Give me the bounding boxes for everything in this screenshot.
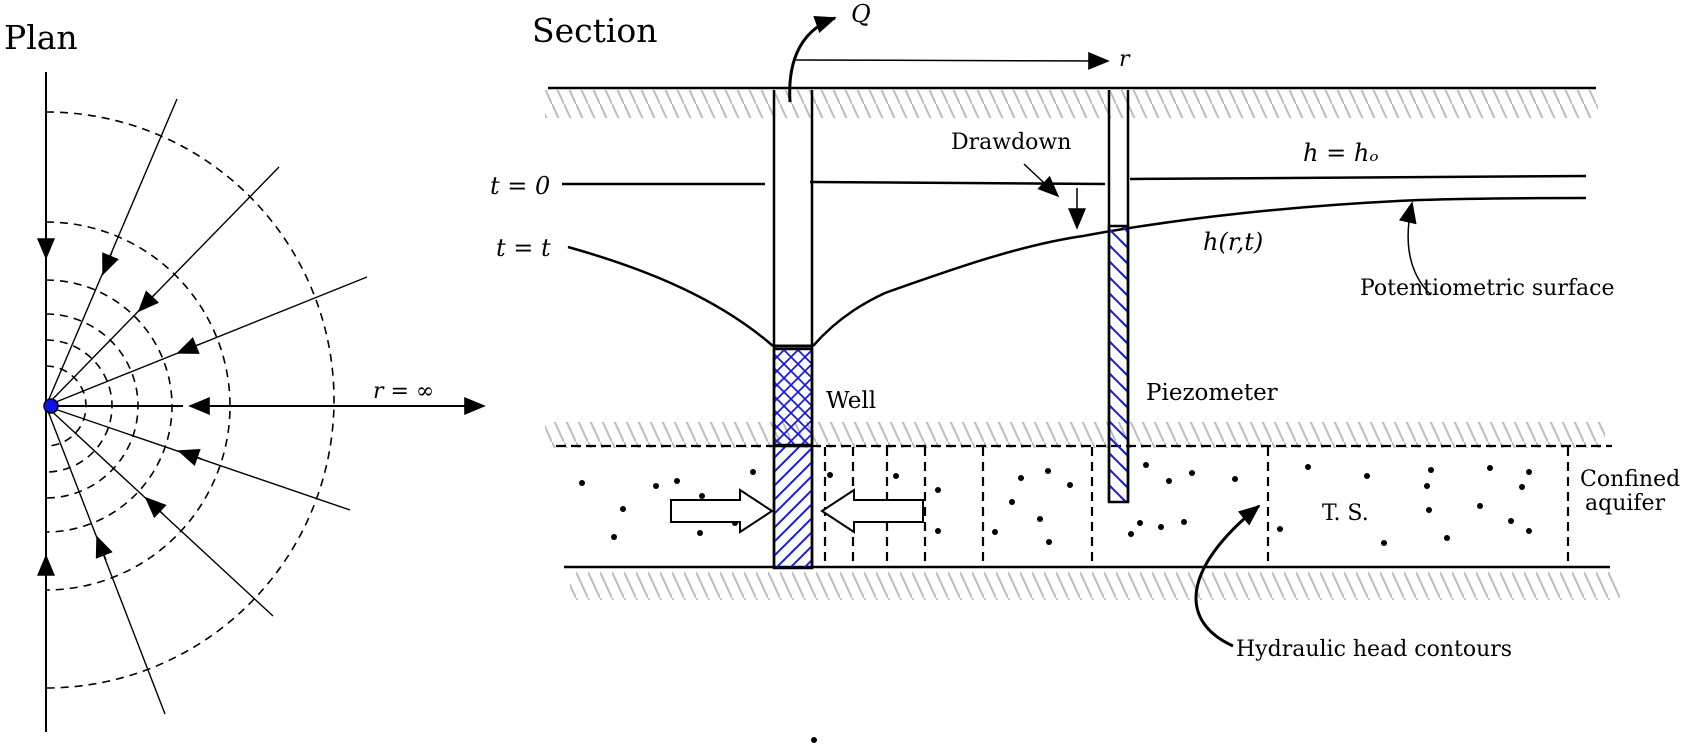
well [772, 90, 814, 570]
equipotential-circles [45, 111, 335, 689]
t0-label: t = 0 [490, 172, 550, 200]
flow-line [45, 276, 368, 407]
flow-arrow [144, 496, 167, 519]
flow-line [45, 166, 280, 407]
static-level-line [1129, 174, 1587, 181]
contours-label: Hydraulic head contours [1236, 637, 1512, 662]
piezometer-water-column [1107, 224, 1130, 504]
pumping-arrow [788, 16, 837, 103]
head-contours [823, 447, 1570, 566]
flow-arrow [95, 535, 113, 561]
flow-block-arrow-right [670, 488, 774, 534]
r-infinity-label: r = ∞ [373, 379, 434, 404]
flow-arrow [177, 449, 203, 467]
q-label: Q [851, 0, 871, 28]
well-screen-lower [772, 444, 814, 570]
r-axis-arrow [795, 51, 1110, 70]
potentiometric-surface-label: Potentiometric surface [1360, 276, 1614, 301]
stray-dot [811, 737, 817, 743]
aquifer-label-line2: aquifer [1585, 491, 1666, 516]
section-title: Section [532, 11, 658, 50]
well-label: Well [826, 388, 876, 414]
drawdown-curve [812, 196, 1587, 347]
hrt-label: h(r,t) [1203, 228, 1263, 256]
well-point-icon [43, 398, 59, 414]
contours-pointer [1194, 504, 1261, 648]
flow-arrow [137, 290, 160, 313]
section-view: Section [490, 0, 1680, 743]
flow-arrow [176, 337, 201, 354]
bedrock-hatch [570, 572, 1620, 600]
flow-arrow [102, 251, 119, 276]
surface-pointer [1398, 201, 1432, 296]
flow-block-arrow-left [820, 488, 924, 534]
drawdown-label: Drawdown [951, 130, 1071, 155]
aquifer-label-line1: Confined [1580, 467, 1680, 492]
tt-label: t = t [496, 234, 551, 262]
confining-layer-hatch [545, 422, 1605, 448]
equipotential-circle [45, 111, 335, 689]
static-level-line [809, 180, 1106, 186]
flow-lines [37, 72, 368, 732]
piezometer-label: Piezometer [1146, 380, 1278, 406]
drawdown-curve [567, 245, 774, 347]
r-axis-label: r [1119, 47, 1131, 72]
aquifer-sand-dots [579, 462, 1532, 546]
ground-surface-hatch [545, 90, 1598, 118]
plan-title: Plan [4, 18, 78, 57]
plan-view: Plan [4, 18, 486, 732]
well-screen-upper [772, 347, 814, 447]
h0-label: h = hₒ [1303, 139, 1379, 167]
equipotential-circle [45, 221, 231, 591]
ts-label: T. S. [1322, 501, 1369, 526]
drawdown-pointer [1023, 163, 1060, 198]
piezometer [1107, 90, 1130, 504]
